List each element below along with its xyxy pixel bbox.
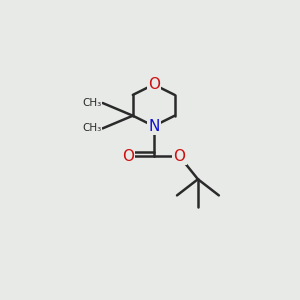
- Text: O: O: [122, 148, 134, 164]
- Text: N: N: [148, 118, 159, 134]
- Text: O: O: [148, 77, 160, 92]
- Text: O: O: [173, 148, 185, 164]
- Text: CH₃: CH₃: [82, 123, 101, 134]
- Text: CH₃: CH₃: [82, 98, 101, 108]
